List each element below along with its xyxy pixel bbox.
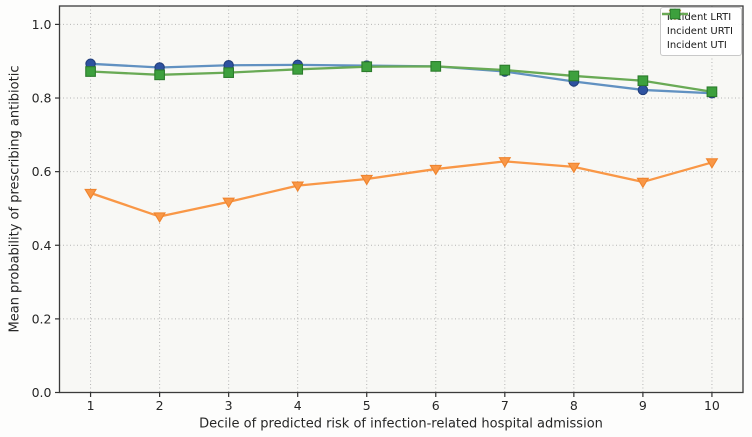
data-marker-triangle-down [498, 157, 512, 168]
x-tick-label: 8 [570, 398, 578, 413]
series-line-incident-urti [90, 160, 713, 218]
data-marker-triangle-down [84, 188, 97, 200]
x-tick-label: 7 [501, 398, 509, 413]
legend: Incident LRTI Incident URTI Incident UTI [659, 7, 742, 56]
legend-label: Incident LRTI [666, 12, 732, 23]
data-marker-square [499, 64, 511, 76]
y-tick-label: 0.0 [32, 385, 52, 400]
legend-square-icon [661, 8, 688, 20]
y-tick-label: 0.4 [32, 238, 52, 253]
data-marker-triangle-down [567, 162, 581, 174]
legend-label: Incident UTI [666, 40, 727, 51]
x-tick-label: 4 [294, 398, 302, 413]
data-marker-square [637, 75, 649, 87]
x-tick-label: 5 [363, 398, 371, 413]
data-marker-triangle-down [429, 164, 443, 176]
data-marker-square [223, 67, 234, 78]
x-tick-label: 9 [639, 398, 647, 413]
legend-item: Incident URTI [661, 9, 733, 37]
data-marker-triangle-down [222, 197, 236, 209]
data-marker-square [568, 70, 580, 82]
x-axis-label: Decile of predicted risk of infection-re… [199, 416, 603, 432]
legend-label: Incident URTI [666, 26, 733, 37]
y-axis-label: Mean probability of prescribing antibiot… [7, 65, 23, 333]
x-tick-label: 10 [704, 398, 720, 413]
axes-spines [58, 5, 744, 394]
data-marker-square [292, 63, 304, 75]
x-tick-label: 2 [156, 398, 164, 413]
series-line-incident-uti [90, 65, 713, 93]
data-marker-triangle-down [153, 212, 166, 224]
y-tick-label: 0.6 [32, 164, 52, 179]
y-tick-label: 0.2 [32, 311, 52, 326]
data-marker-square [85, 66, 96, 77]
data-marker-square [706, 86, 718, 98]
y-tick-label: 0.8 [32, 91, 52, 106]
data-marker-square [154, 69, 165, 81]
x-tick-label: 1 [87, 398, 95, 413]
y-tick-label: 1.0 [32, 17, 52, 32]
data-marker-triangle-down [636, 177, 650, 189]
legend-item: Incident UTI [661, 8, 733, 51]
data-marker-triangle-down [705, 158, 719, 169]
data-marker-triangle-down [291, 181, 305, 193]
x-tick-label: 3 [225, 398, 233, 413]
data-marker-square [430, 61, 442, 72]
data-marker-circle [637, 84, 649, 96]
plot-background [59, 6, 743, 393]
x-tick-label: 6 [432, 398, 440, 413]
data-marker-triangle-down [360, 174, 374, 186]
data-marker-square [361, 61, 373, 73]
